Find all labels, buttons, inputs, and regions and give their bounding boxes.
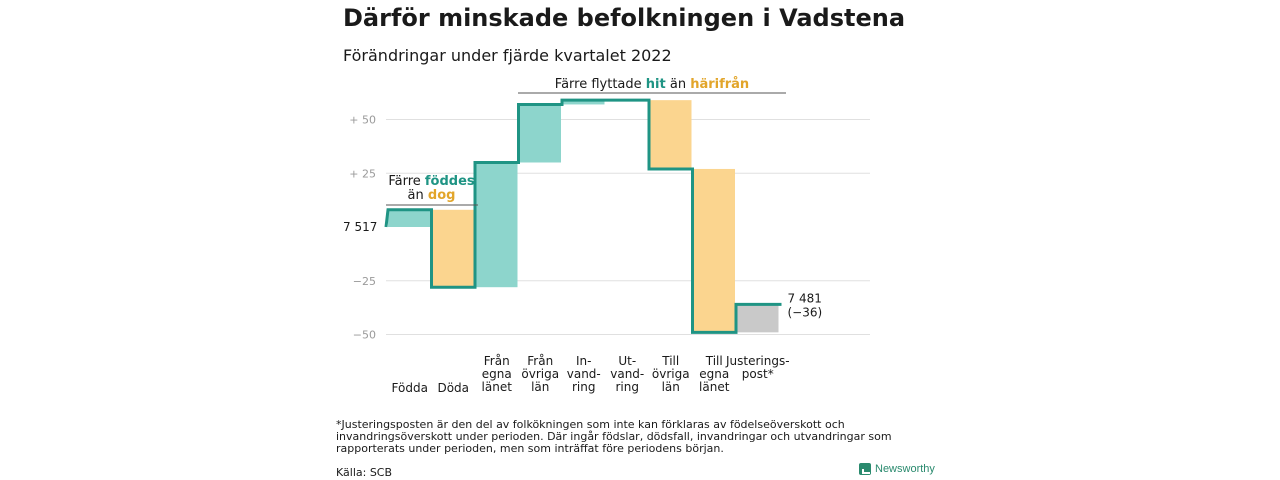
x-category-label: In-vand-ring (567, 354, 601, 394)
bar (475, 162, 518, 288)
chart-subtitle: Förändringar under fjärde kvartalet 2022 (343, 46, 672, 65)
brand-logo: Newsworthy (859, 463, 935, 475)
footnote: *Justeringsposten är den del av folkökni… (336, 418, 892, 455)
end-value-label: 7 481 (788, 291, 822, 305)
x-category-label: Till egna länet (699, 354, 730, 394)
bar (649, 100, 692, 169)
x-category-label: Till övriga län (652, 354, 690, 394)
x-category-label: Födda (392, 381, 428, 395)
bar (518, 104, 561, 163)
newsworthy-icon (859, 463, 871, 475)
y-tick-label: −25 (353, 275, 376, 288)
annotation-births-deaths: Färre föddes än dog (388, 174, 475, 203)
end-change-label: (−36) (788, 305, 823, 319)
bar (388, 209, 431, 227)
brand-name: Newsworthy (875, 463, 935, 475)
y-tick-label: + 25 (349, 167, 376, 180)
y-tick-label: + 50 (349, 114, 376, 127)
y-tick-label: −50 (353, 329, 376, 342)
chart-title: Därför minskade befolkningen i Vadstena (343, 4, 906, 32)
bar (431, 209, 474, 288)
annotation-migration: Färre flyttade hit än härifrån (555, 77, 749, 92)
bar (736, 304, 779, 333)
x-category-label: Från övriga län (521, 354, 559, 394)
x-category-label: Från egna länet (482, 354, 513, 394)
bar (562, 100, 605, 105)
bar (692, 168, 735, 333)
x-category-label: Döda (437, 381, 469, 395)
cumulative-line (384, 98, 782, 334)
start-value-label: 7 517 (343, 220, 377, 234)
x-category-label: Ut-vand-ring (610, 354, 644, 394)
source-label: Källa: SCB (336, 466, 393, 479)
x-category-label: Justerings-post* (725, 354, 790, 381)
